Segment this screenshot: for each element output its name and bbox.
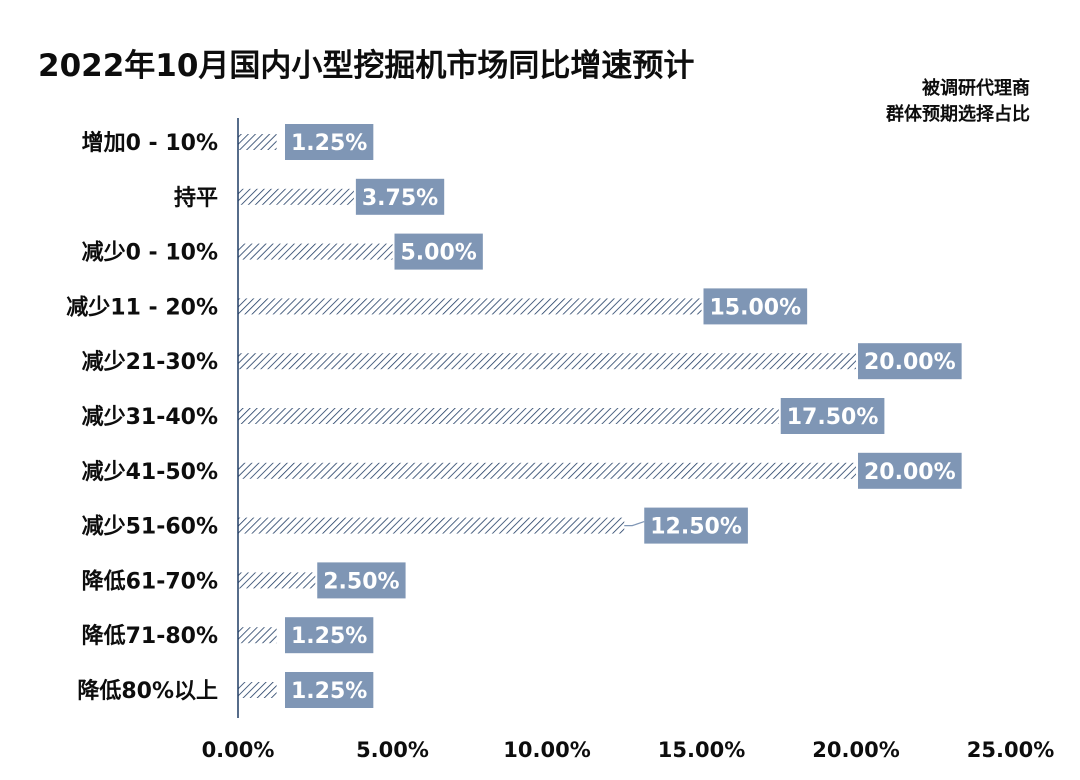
bar-0 [238,134,277,150]
category-label-10: 降低80%以上 [77,679,218,704]
category-label-4: 减少21-30% [82,349,218,375]
category-label-5: 减少31-40% [82,404,218,430]
svg-text:2.50%: 2.50% [323,569,399,594]
x-tick-label-4: 20.00% [812,738,899,762]
svg-text:20.00%: 20.00% [864,350,956,375]
data-label-2: 5.00% [394,233,483,270]
bar-10 [238,682,277,698]
data-label-9: 1.25% [285,617,374,654]
data-label-3: 15.00% [703,288,808,325]
bar-1 [238,188,354,205]
data-label-4: 20.00% [858,343,962,380]
data-label-8: 2.50% [317,562,406,599]
data-label-0: 1.25% [285,124,374,160]
subtitle-line-1: 被调研代理商 [922,78,1030,99]
category-label-2: 减少0 - 10% [82,240,218,266]
category-label-1: 持平 [174,186,218,211]
svg-text:17.50%: 17.50% [787,405,879,430]
leader-line-7 [624,521,645,527]
x-tick-label-5: 25.00% [967,738,1054,762]
category-label-3: 减少11 - 20% [66,294,218,320]
bar-9 [238,627,277,644]
chart-title: 2022年10月国内小型挖掘机市场同比增速预计 [38,48,695,84]
bar-6 [238,462,856,479]
category-label-8: 降低61-70% [82,569,218,594]
data-label-5: 17.50% [780,398,885,434]
x-tick-label-1: 5.00% [356,738,429,762]
svg-text:12.50%: 12.50% [650,515,742,540]
data-label-6: 20.00% [858,452,962,489]
category-label-7: 减少51-60% [82,514,218,540]
x-tick-label-3: 15.00% [658,738,745,762]
svg-text:20.00%: 20.00% [864,460,956,485]
chart-subtitle: 被调研代理商 群体预期选择占比 [886,76,1030,128]
data-label-10: 1.25% [285,672,374,708]
data-label-7: 12.50% [644,507,748,544]
svg-text:1.25%: 1.25% [291,131,367,156]
bar-4 [238,353,856,370]
category-label-0: 增加0 - 10% [82,130,218,156]
bar-2 [238,243,393,260]
data-label-1: 3.75% [355,178,445,215]
bar-8 [238,572,316,589]
svg-text:1.25%: 1.25% [291,679,367,704]
svg-text:3.75%: 3.75% [362,186,438,211]
svg-text:1.25%: 1.25% [291,624,367,649]
bar-7 [238,517,625,534]
subtitle-line-2: 群体预期选择占比 [886,104,1030,125]
bar-5 [238,408,779,424]
x-tick-label-2: 10.00% [503,738,590,762]
bar-3 [238,298,702,315]
svg-text:5.00%: 5.00% [401,241,477,266]
svg-text:15.00%: 15.00% [710,295,802,320]
category-label-9: 降低71-80% [82,624,218,649]
x-tick-label-0: 0.00% [202,738,275,762]
category-label-6: 减少41-50% [82,459,218,485]
